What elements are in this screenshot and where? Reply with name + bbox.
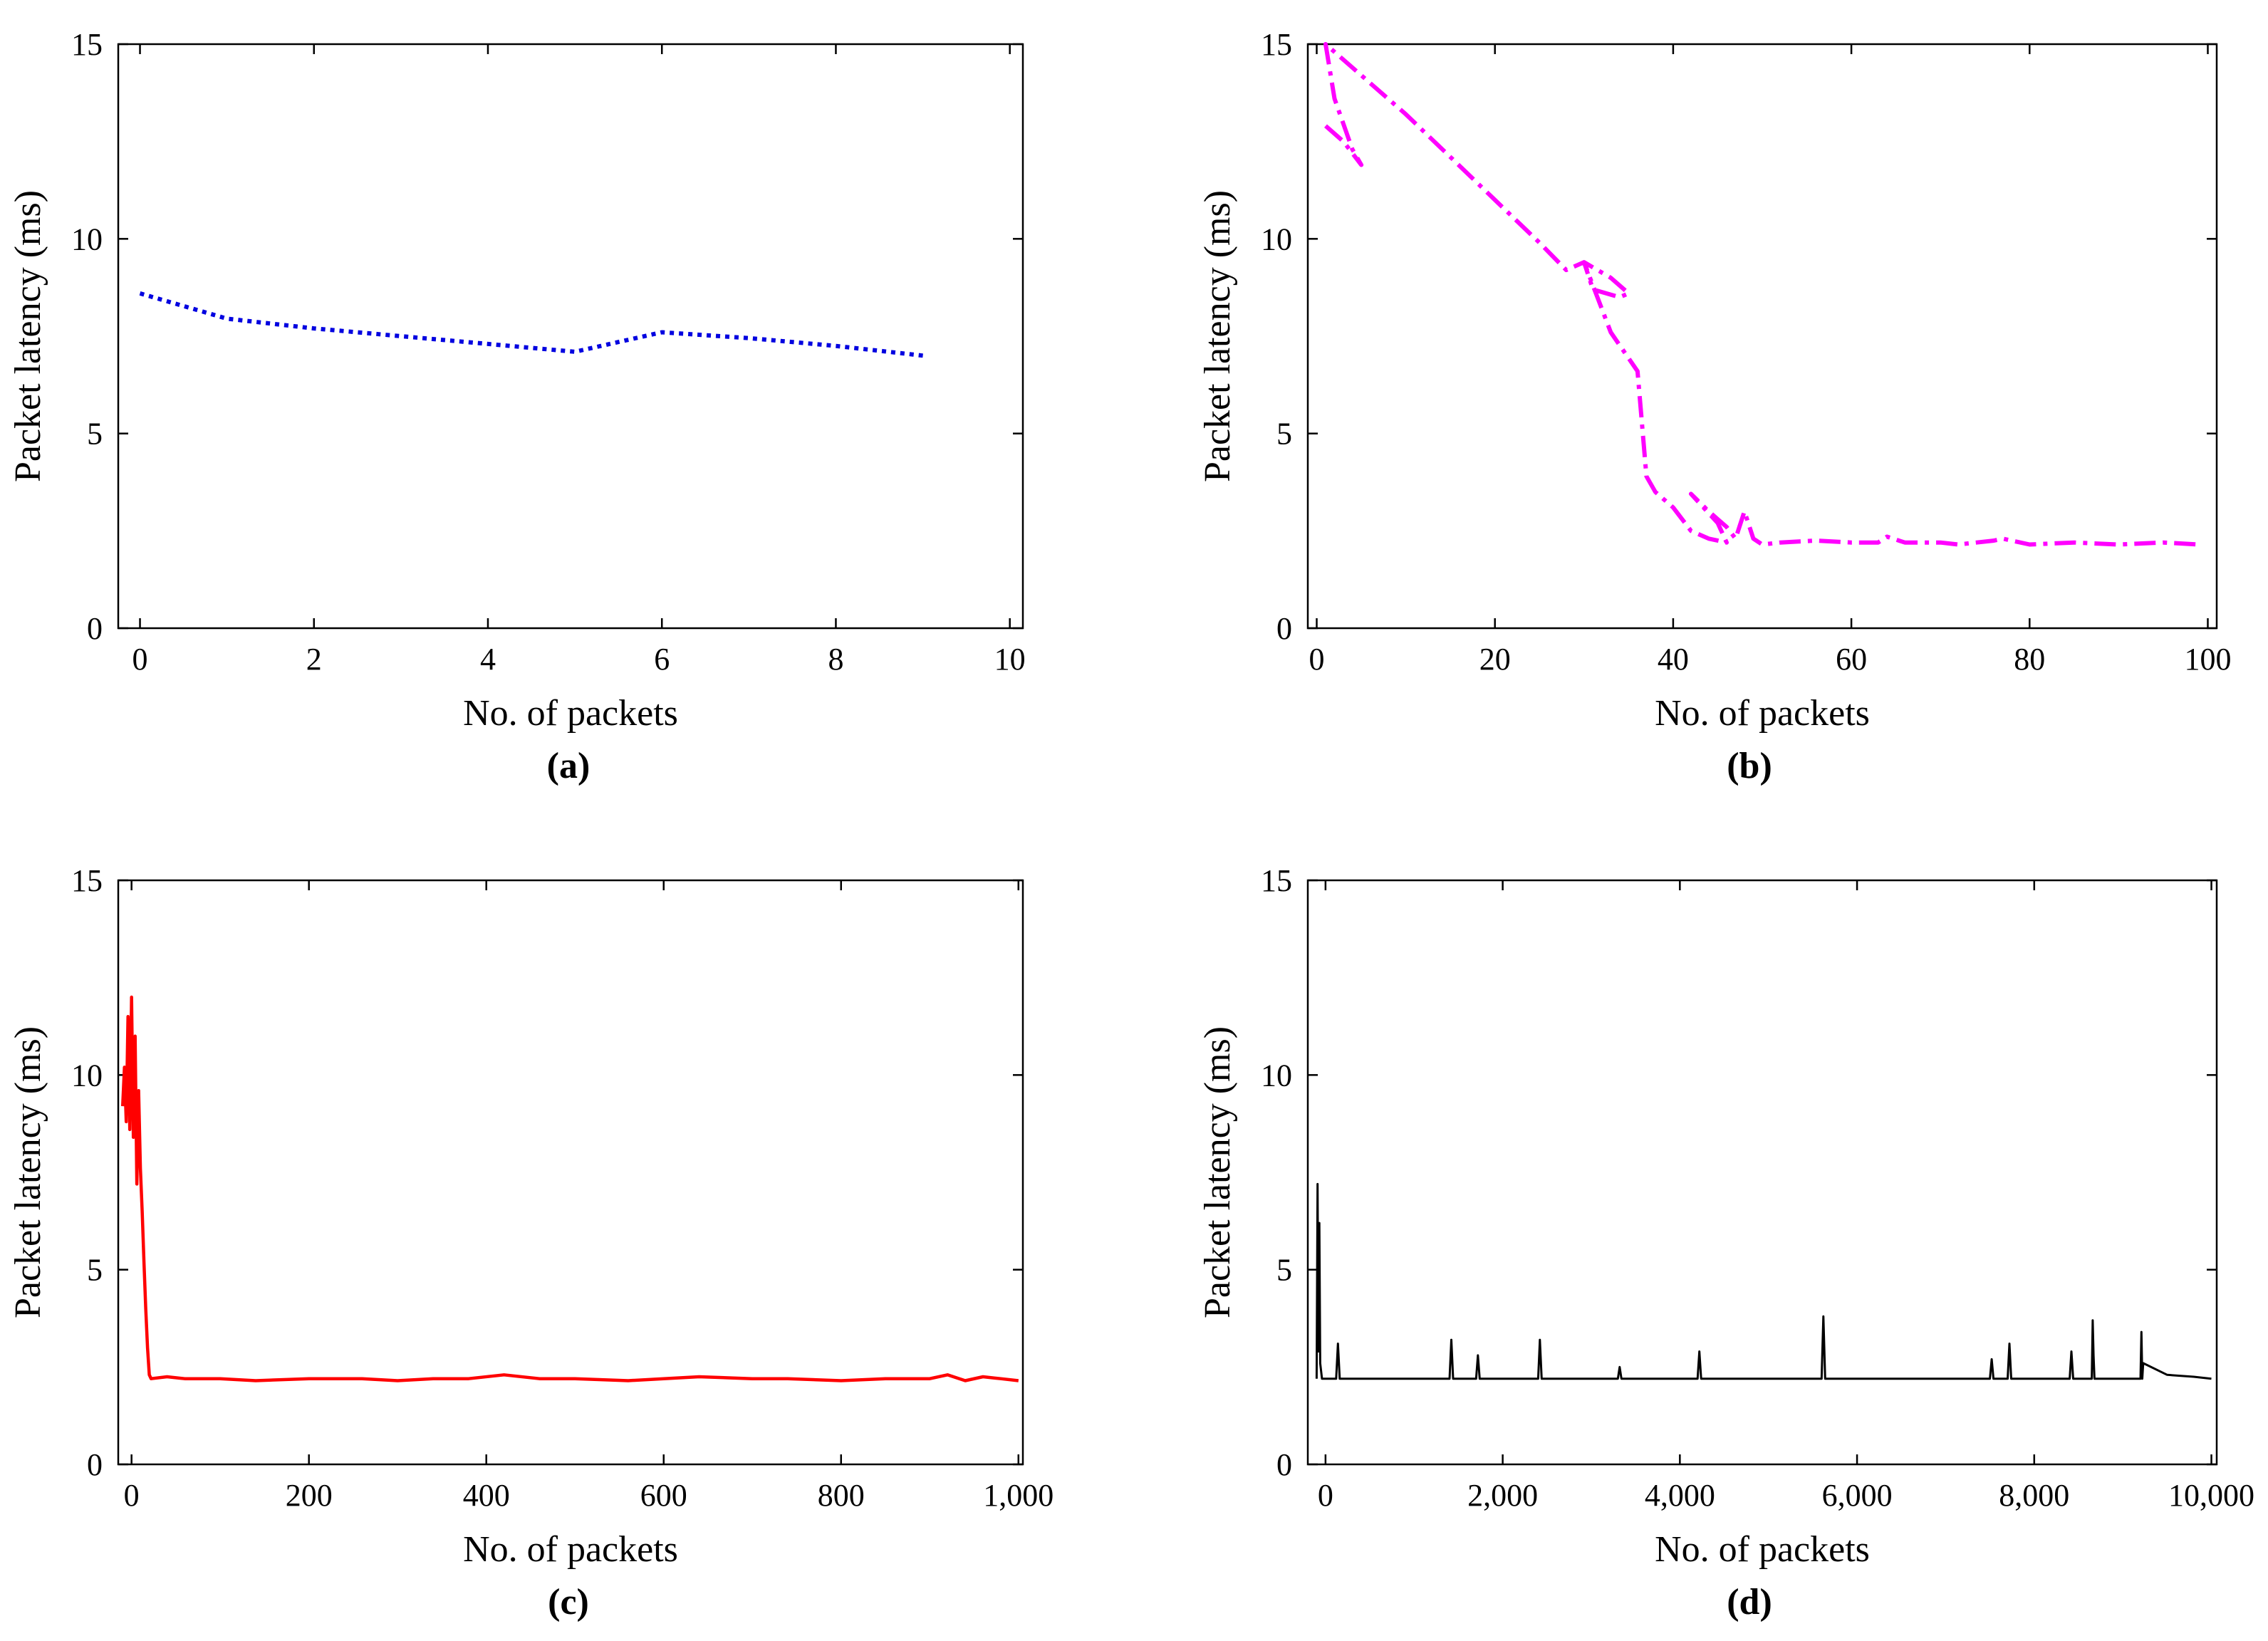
x-axis-label: No. of packets bbox=[1655, 1529, 1870, 1570]
x-tick-label: 2 bbox=[306, 642, 322, 677]
x-tick-label: 0 bbox=[1318, 1478, 1333, 1513]
panel-caption: (b) bbox=[1727, 746, 1772, 786]
y-tick-label: 0 bbox=[1276, 611, 1292, 646]
y-axis-label: Packet latency (ms) bbox=[1197, 190, 1238, 482]
x-axis-label: No. of packets bbox=[1655, 693, 1870, 734]
y-axis-label: Packet latency (ms) bbox=[8, 1026, 48, 1318]
y-tick-label: 10 bbox=[1261, 1058, 1292, 1093]
y-tick-label: 10 bbox=[71, 1058, 103, 1093]
x-tick-label: 800 bbox=[818, 1478, 865, 1513]
x-tick-label: 4,000 bbox=[1645, 1478, 1715, 1513]
panel-caption: (c) bbox=[548, 1582, 589, 1622]
x-axis-label: No. of packets bbox=[463, 1529, 678, 1570]
panel-caption: (a) bbox=[546, 746, 591, 786]
y-tick-label: 5 bbox=[1276, 1253, 1292, 1288]
y-tick-label: 10 bbox=[1261, 222, 1292, 256]
x-tick-label: 2,000 bbox=[1467, 1478, 1538, 1513]
plot-frame bbox=[1306, 879, 2218, 1466]
y-tick-label: 5 bbox=[87, 1253, 103, 1288]
plot-frame bbox=[1306, 43, 2218, 630]
x-tick-label: 200 bbox=[286, 1478, 333, 1513]
panel-caption: (d) bbox=[1727, 1582, 1772, 1622]
y-tick-label: 0 bbox=[1276, 1447, 1292, 1482]
x-tick-label: 60 bbox=[1836, 642, 1867, 677]
x-tick-label: 40 bbox=[1658, 642, 1689, 677]
y-tick-label: 5 bbox=[1276, 417, 1292, 452]
x-tick-label: 8 bbox=[828, 642, 843, 677]
x-tick-label: 8,000 bbox=[1999, 1478, 2069, 1513]
x-tick-label: 80 bbox=[2014, 642, 2045, 677]
y-tick-label: 10 bbox=[71, 222, 103, 256]
y-tick-label: 15 bbox=[1261, 27, 1292, 62]
series-line-b bbox=[1323, 42, 2200, 547]
x-tick-label: 10 bbox=[994, 642, 1026, 677]
y-tick-label: 0 bbox=[87, 1447, 103, 1482]
x-tick-label: 100 bbox=[2184, 642, 2231, 677]
y-tick-label: 5 bbox=[87, 417, 103, 452]
x-tick-label: 400 bbox=[463, 1478, 510, 1513]
series-line-c bbox=[120, 995, 1019, 1382]
y-axis-label: Packet latency (ms) bbox=[1197, 1026, 1238, 1318]
y-axis-label: Packet latency (ms) bbox=[8, 190, 48, 482]
x-tick-label: 0 bbox=[124, 1478, 140, 1513]
x-tick-label: 6 bbox=[654, 642, 670, 677]
x-tick-label: 20 bbox=[1479, 642, 1511, 677]
y-tick-label: 15 bbox=[71, 27, 103, 62]
x-tick-label: 0 bbox=[132, 642, 148, 677]
plot-frame bbox=[117, 879, 1024, 1466]
x-tick-label: 1,000 bbox=[983, 1478, 1054, 1513]
x-tick-label: 10,000 bbox=[2168, 1478, 2254, 1513]
x-tick-label: 4 bbox=[480, 642, 496, 677]
x-tick-label: 6,000 bbox=[1822, 1478, 1893, 1513]
series-line-a bbox=[139, 291, 923, 358]
plot-frame bbox=[117, 43, 1024, 630]
y-tick-label: 15 bbox=[71, 863, 103, 898]
y-tick-label: 15 bbox=[1261, 863, 1292, 898]
series-line-d bbox=[1315, 1182, 2212, 1380]
x-tick-label: 600 bbox=[640, 1478, 687, 1513]
x-tick-label: 0 bbox=[1309, 642, 1325, 677]
x-axis-label: No. of packets bbox=[463, 693, 678, 734]
y-tick-label: 0 bbox=[87, 611, 103, 646]
